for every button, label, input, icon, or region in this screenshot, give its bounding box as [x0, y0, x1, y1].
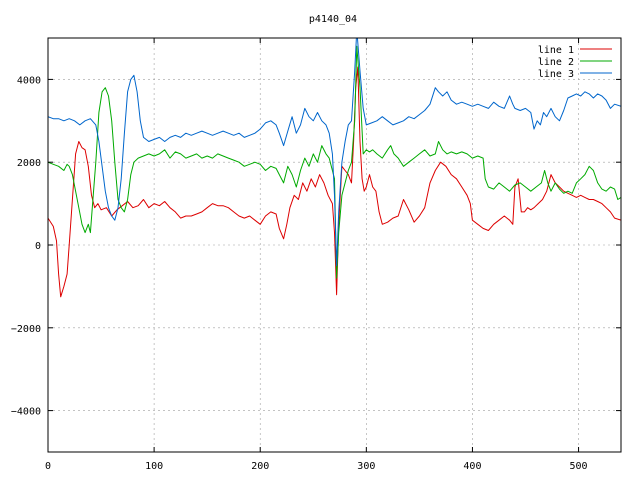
x-tick-label: 100: [145, 461, 163, 472]
series-group: [48, 38, 621, 298]
y-tick-label: −2000: [11, 324, 41, 335]
legend-label: line 3: [538, 69, 574, 80]
series-line-3: [48, 38, 621, 267]
axis-ticks: 0 100 200 300 400 500 −4000 −2000 0 2000 4000: [11, 38, 621, 472]
legend-label: line 2: [538, 57, 574, 68]
y-tick-label: 4000: [17, 75, 41, 86]
legend-label: line 1: [538, 45, 574, 56]
series-line-2: [48, 45, 621, 279]
x-tick-label: 200: [251, 461, 269, 472]
x-tick-label: 400: [463, 461, 481, 472]
x-tick-label: 500: [570, 461, 588, 472]
y-tick-label: 2000: [17, 158, 41, 169]
y-tick-label: −4000: [11, 407, 41, 418]
chart-title: p4140_04: [309, 14, 357, 25]
y-tick-label: 0: [35, 241, 41, 252]
x-tick-label: 300: [357, 461, 375, 472]
x-tick-label: 0: [45, 461, 51, 472]
